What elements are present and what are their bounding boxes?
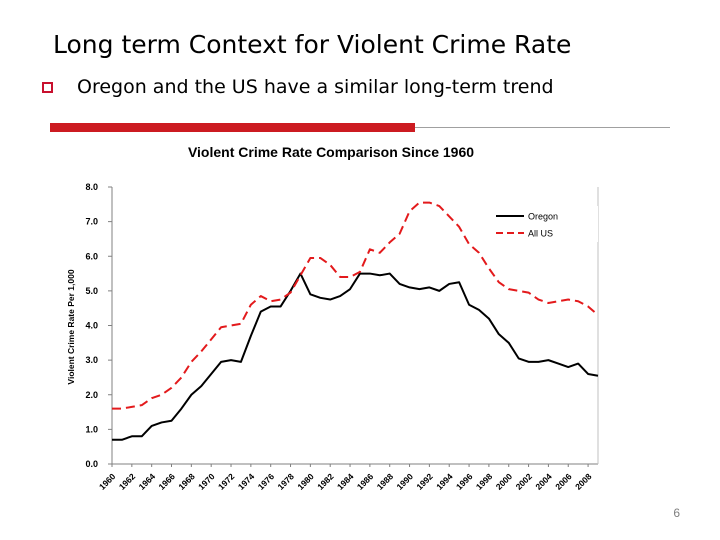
x-tick-label: 1996 [454,471,475,492]
x-tick-label: 2008 [573,471,594,492]
legend-label: Oregon [528,212,558,222]
x-tick-label: 1980 [295,471,316,492]
bullet-point: Oregon and the US have a similar long-te… [42,76,554,98]
x-tick-label: 1970 [196,471,217,492]
x-tick-label: 1998 [474,471,495,492]
x-tick-label: 1984 [335,471,356,492]
x-tick-label: 2004 [533,471,554,492]
x-tick-label: 1994 [434,471,455,492]
y-tick-label: 6.0 [85,251,98,261]
accent-bar [50,123,415,132]
y-tick-label: 1.0 [85,424,98,434]
x-tick-label: 1986 [355,471,376,492]
x-tick-label: 1972 [216,471,237,492]
x-tick-label: 1988 [375,471,396,492]
bullet-text: Oregon and the US have a similar long-te… [77,76,554,98]
x-tick-label: 1962 [117,471,138,492]
x-tick-label: 1960 [97,471,118,492]
y-tick-label: 5.0 [85,286,98,296]
x-tick-label: 1992 [414,471,435,492]
x-tick-label: 1982 [315,471,336,492]
y-tick-label: 0.0 [85,459,98,469]
x-tick-label: 1976 [256,471,277,492]
x-tick-label: 1978 [275,471,296,492]
series-line-oregon [112,272,599,441]
y-tick-label: 2.0 [85,390,98,400]
series-line-all-us [112,201,599,410]
y-tick-label: 3.0 [85,355,98,365]
bullet-square-icon [42,81,53,93]
y-tick-label: 4.0 [85,321,98,331]
x-tick-label: 1990 [395,471,416,492]
page-number: 6 [673,506,680,520]
divider-line [415,127,670,128]
chart-title: Violent Crime Rate Comparison Since 1960 [188,144,474,160]
y-tick-label: 8.0 [85,182,98,192]
chart-legend: Oregon All US [492,206,598,242]
y-axis-label: Violent Crime Rate Per 1,000 [66,269,76,384]
x-tick-label: 1964 [137,471,158,492]
legend-label: All US [528,229,553,239]
y-tick-label: 7.0 [85,217,98,227]
x-tick-label: 1974 [236,471,257,492]
x-tick-label: 1968 [176,471,197,492]
x-tick-label: 1966 [156,471,177,492]
x-tick-label: 2000 [494,471,515,492]
slide-title: Long term Context for Violent Crime Rate [53,30,572,59]
legend-box [492,206,598,242]
x-tick-label: 2002 [514,471,535,492]
x-tick-label: 2006 [553,471,574,492]
